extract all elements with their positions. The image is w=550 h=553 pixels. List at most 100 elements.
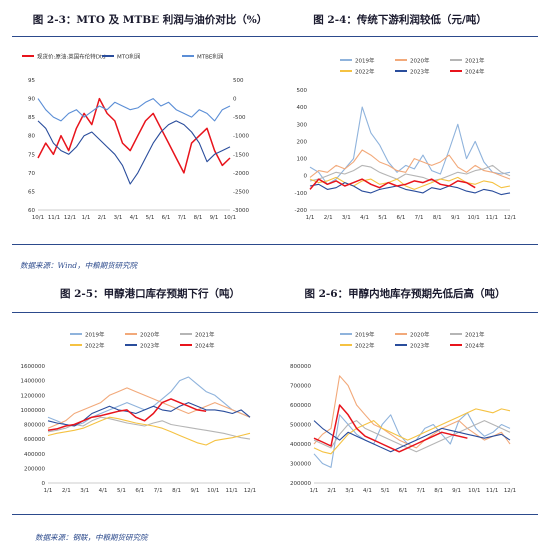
series-line xyxy=(313,420,511,453)
series-line xyxy=(313,408,511,455)
x-tick-label: 10/1 xyxy=(32,215,44,221)
chart3-title: 图 2-5：甲醇港口库存预期下行（吨） xyxy=(59,288,241,300)
legend-label: 2020年 xyxy=(410,57,430,65)
y-tick-label: 700000 xyxy=(290,384,311,390)
x-tick-label: 10/1 xyxy=(207,488,219,494)
x-tick-label: 3/1 xyxy=(80,488,89,494)
legend-label: 2022年 xyxy=(85,342,105,350)
series-line xyxy=(309,182,511,196)
bottom-rule xyxy=(12,514,538,515)
x-tick-label: 7/1 xyxy=(154,488,163,494)
x-tick-label: 5/1 xyxy=(381,488,390,494)
series-line xyxy=(309,164,511,182)
chart3-port-inventory: 2019年 2020年 2021年 2022年 2023年 2024年 0 200000 400… xyxy=(21,331,257,495)
y-right-tick-label: -1500 xyxy=(233,152,249,158)
legend-label: 2023年 xyxy=(410,68,430,76)
x-tick-label: 7/1 xyxy=(178,215,187,221)
legend-label: 现货价:原油:英国布伦特Dtd xyxy=(37,53,106,61)
x-tick-label: 2/1 xyxy=(324,215,333,221)
y-tick-label: 90 xyxy=(28,97,35,103)
series-line xyxy=(37,97,231,174)
x-tick-label: 5/1 xyxy=(146,215,155,221)
x-tick-label: 4/1 xyxy=(363,488,372,494)
legend-label: 2019年 xyxy=(85,331,105,339)
y-right-tick-label: -2000 xyxy=(233,171,249,177)
y-tick-label: 0 xyxy=(42,481,46,487)
legend-label: 2023年 xyxy=(140,342,160,350)
y-tick-label: 300 xyxy=(297,122,308,128)
y-tick-label: 1400000 xyxy=(21,379,46,385)
x-tick-label: 8/1 xyxy=(194,215,203,221)
x-tick-label: 4/1 xyxy=(130,215,139,221)
series-line xyxy=(37,98,231,122)
y-right-tick-label: 0 xyxy=(233,97,237,103)
series-line xyxy=(47,416,251,440)
x-tick-label: 3/1 xyxy=(114,215,123,221)
series-line xyxy=(47,376,251,427)
legend-label: 2020年 xyxy=(140,331,160,339)
y-tick-label: 75 xyxy=(28,152,35,158)
series-line xyxy=(309,106,511,185)
source-bottom: 数据来源：钢联，中粮期货研究院 xyxy=(35,533,148,542)
x-tick-label: 9/1 xyxy=(190,488,199,494)
y-tick-label: 100 xyxy=(297,157,308,163)
x-tick-label: 2/1 xyxy=(327,488,336,494)
series-line xyxy=(309,176,511,190)
y-right-tick-label: -3000 xyxy=(233,208,249,214)
series-line xyxy=(37,120,231,185)
y-tick-label: 200000 xyxy=(24,466,45,472)
legend-label: 2024年 xyxy=(465,68,485,76)
y-tick-label: 0 xyxy=(304,174,308,180)
y-tick-label: 300000 xyxy=(290,462,311,468)
y-tick-label: 85 xyxy=(28,115,35,121)
y-right-tick-label: -1000 xyxy=(233,134,249,140)
x-tick-label: 8/1 xyxy=(433,215,442,221)
x-tick-label: 12/1 xyxy=(64,215,76,221)
x-tick-label: 5/1 xyxy=(378,215,387,221)
x-tick-label: 9/1 xyxy=(210,215,219,221)
x-tick-label: 1/1 xyxy=(82,215,91,221)
y-tick-label: 500000 xyxy=(290,423,311,429)
x-tick-label: 11/1 xyxy=(486,215,498,221)
y-tick-label: 500 xyxy=(297,88,308,94)
x-tick-label: 11/1 xyxy=(486,488,498,494)
chart2-downstream-profit: 2019年 2020年 2021年 2022年 2023年 2024年 -200 -100 0 1… xyxy=(295,57,517,222)
x-tick-label: 7/1 xyxy=(416,488,425,494)
legend-label: 2019年 xyxy=(355,331,375,339)
legend-label: 2021年 xyxy=(465,331,485,339)
y-tick-label: 800000 xyxy=(290,364,311,370)
x-tick-label: 1/1 xyxy=(44,488,53,494)
chart2-title: 图 2-4：传统下游利润较低（元/吨） xyxy=(313,14,487,26)
x-tick-label: 3/1 xyxy=(345,488,354,494)
series-line xyxy=(309,178,476,190)
x-tick-label: 10/1 xyxy=(224,215,236,221)
mid-rule xyxy=(12,244,538,245)
y-right-tick-label: 500 xyxy=(233,78,244,84)
legend-label: 2023年 xyxy=(410,342,430,350)
legend-label: 2021年 xyxy=(195,331,215,339)
x-tick-label: 12/1 xyxy=(504,215,516,221)
series-line xyxy=(47,416,251,446)
x-tick-label: 9/1 xyxy=(451,215,460,221)
y-tick-label: 600000 xyxy=(290,403,311,409)
x-tick-label: 11/1 xyxy=(225,488,237,494)
x-tick-label: 5/1 xyxy=(117,488,126,494)
x-tick-label: 3/1 xyxy=(342,215,351,221)
series-line xyxy=(313,404,468,453)
x-tick-label: 7/1 xyxy=(415,215,424,221)
y-tick-label: 80 xyxy=(28,134,35,140)
x-tick-label: 1/1 xyxy=(310,488,319,494)
x-tick-label: 2/1 xyxy=(62,488,71,494)
x-tick-label: 10/1 xyxy=(467,215,479,221)
x-tick-label: 6/1 xyxy=(396,215,405,221)
chart1-mto-mtbe-oil: 现货价:原油:英国布伦特Dtd MTO利润 MTBE利润 60 65 70 75 80 85 90… xyxy=(22,53,249,221)
legend-label: MTO利润 xyxy=(117,53,141,61)
chart4-inland-inventory: 2019年 2020年 2021年 2022年 2023年 2024年 200000 3000… xyxy=(290,331,516,495)
x-tick-label: 4/1 xyxy=(360,215,369,221)
y-tick-label: 1600000 xyxy=(21,364,46,370)
y-tick-label: 200 xyxy=(297,139,308,145)
y-tick-label: 600000 xyxy=(24,437,45,443)
x-tick-label: 4/1 xyxy=(99,488,108,494)
y-tick-label: 1000000 xyxy=(21,408,46,414)
y-tick-label: 95 xyxy=(28,78,35,84)
